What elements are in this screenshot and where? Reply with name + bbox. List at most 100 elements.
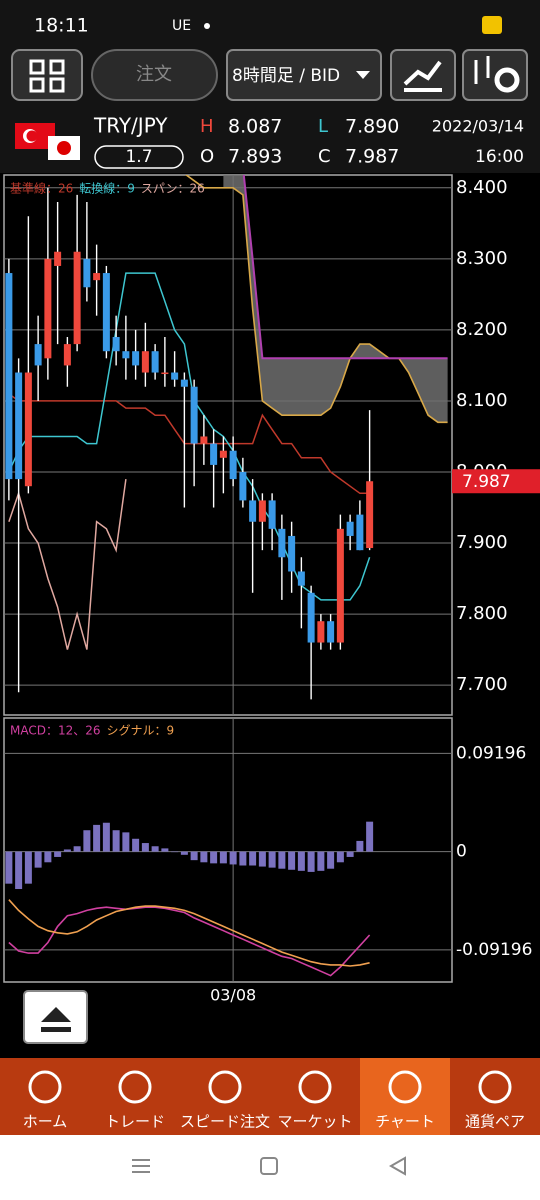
spread: 1.7 bbox=[125, 147, 152, 167]
icon bbox=[41, 1007, 71, 1032]
histogram-bar bbox=[24, 851, 32, 884]
histogram-bar bbox=[44, 851, 52, 863]
candle-body bbox=[219, 450, 227, 458]
open-value: 7.893 bbox=[228, 146, 282, 168]
icon bbox=[49, 59, 65, 75]
candle-body bbox=[288, 535, 296, 572]
y-tick-label: 7.800 bbox=[456, 603, 508, 624]
histogram-bar bbox=[161, 848, 169, 852]
span-a-line bbox=[184, 175, 448, 424]
icon bbox=[494, 67, 520, 93]
candle-body bbox=[258, 500, 266, 522]
candle-body bbox=[356, 514, 364, 551]
battery bbox=[482, 16, 502, 34]
histogram-bar bbox=[102, 822, 110, 852]
histogram-bar bbox=[200, 851, 208, 863]
nav-label: ホーム bbox=[23, 1113, 68, 1131]
histogram-bar bbox=[210, 851, 218, 864]
candle-body bbox=[112, 337, 120, 352]
legend-entry: 基準線：26 bbox=[10, 181, 73, 196]
span-b-line bbox=[242, 175, 448, 360]
histogram-bar bbox=[73, 846, 81, 852]
legend-entry: 転換線：9 bbox=[79, 181, 135, 196]
quote-header: TRY/JPY H 8.087 L 7.890 2022/03/14 1.7 O… bbox=[15, 114, 524, 169]
histogram-bar bbox=[151, 846, 159, 852]
histogram-bar bbox=[278, 851, 286, 869]
histogram-bar bbox=[171, 851, 179, 853]
y-tick-label: 8.200 bbox=[456, 319, 508, 340]
legend-entry: スパン：26 bbox=[141, 182, 205, 196]
back-button[interactable] bbox=[388, 1156, 406, 1176]
y-tick-label: 8.300 bbox=[456, 248, 508, 269]
nav-items: ホーム トレード スピード注文 マーケット チャート 通貨ペア bbox=[23, 1070, 525, 1131]
histogram-bar bbox=[5, 851, 13, 884]
candle-body bbox=[346, 521, 354, 536]
candle-body bbox=[317, 621, 325, 643]
histogram-bar bbox=[141, 843, 149, 852]
candle-body bbox=[132, 351, 140, 366]
candle-body bbox=[93, 273, 101, 281]
candle-body bbox=[190, 386, 198, 444]
order-button[interactable] bbox=[91, 49, 218, 101]
y-tick-label: 0.09196 bbox=[456, 743, 526, 763]
quote-time: 16:00 bbox=[475, 147, 524, 167]
nav-icon bbox=[208, 1070, 242, 1104]
y-tick-label: 0 bbox=[456, 842, 467, 862]
candle-body bbox=[83, 258, 91, 288]
candle-body bbox=[63, 344, 71, 366]
candle-body bbox=[122, 351, 130, 359]
candle-body bbox=[15, 372, 23, 480]
low-value: 7.890 bbox=[345, 116, 399, 138]
nav-icon bbox=[298, 1070, 332, 1104]
y-tick-label: 8.400 bbox=[456, 177, 508, 198]
nav-icon bbox=[118, 1070, 152, 1104]
timeframe-button[interactable] bbox=[226, 49, 382, 101]
indicator-line bbox=[8, 393, 370, 495]
flag-crescent bbox=[26, 130, 38, 142]
candle-body bbox=[24, 372, 32, 487]
candle-body bbox=[239, 472, 247, 501]
high-label: H bbox=[200, 116, 214, 137]
status-dot bbox=[204, 23, 210, 29]
close-value: 7.987 bbox=[345, 146, 399, 168]
cloud-fill bbox=[223, 175, 448, 423]
axes: 8.4008.3008.2008.1008.0007.9007.8007.700… bbox=[10, 177, 540, 1005]
histogram-bar bbox=[83, 830, 91, 852]
icon bbox=[29, 77, 45, 93]
candle-body bbox=[171, 372, 179, 380]
histogram-bar bbox=[249, 851, 257, 866]
histogram-bar bbox=[366, 821, 374, 852]
candle-body bbox=[307, 592, 315, 643]
candle-body bbox=[44, 258, 52, 359]
histogram-bar bbox=[327, 851, 335, 869]
histogram-bar bbox=[219, 851, 227, 864]
candle-body bbox=[180, 379, 188, 387]
order-label: 注文 bbox=[136, 64, 172, 85]
nav-label: トレード bbox=[105, 1113, 165, 1131]
indicator-line bbox=[8, 272, 371, 601]
macd-line bbox=[8, 906, 371, 977]
recent-apps[interactable] bbox=[132, 1159, 150, 1173]
histogram-bar bbox=[297, 851, 305, 871]
price-tag bbox=[452, 469, 540, 494]
candle-body bbox=[200, 436, 208, 444]
icon bbox=[474, 56, 490, 84]
x-tick-label: 03/08 bbox=[210, 986, 256, 1005]
candle-body bbox=[54, 251, 62, 266]
candle-body bbox=[297, 571, 305, 586]
histogram-bar bbox=[132, 838, 140, 852]
open-label: O bbox=[200, 146, 214, 167]
system-bar bbox=[0, 1135, 540, 1200]
quote-date: 2022/03/14 bbox=[432, 117, 524, 136]
menu-button[interactable] bbox=[11, 49, 83, 101]
histogram-bar bbox=[229, 851, 237, 865]
candle-body bbox=[141, 351, 149, 373]
nav-label: マーケット bbox=[277, 1113, 352, 1131]
histogram-bar bbox=[346, 851, 354, 857]
histogram-bar bbox=[34, 851, 42, 868]
home-button[interactable] bbox=[260, 1157, 278, 1175]
nav-icon bbox=[28, 1070, 62, 1104]
histogram-bar bbox=[307, 851, 315, 872]
status-time: 18:11 bbox=[34, 15, 89, 37]
